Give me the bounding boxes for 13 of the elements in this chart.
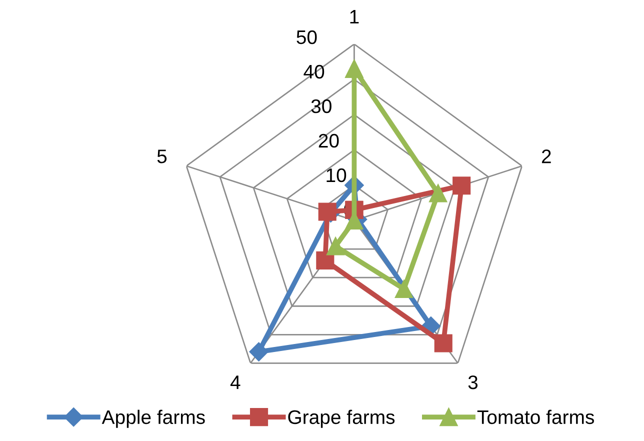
y-tick-label: 30	[311, 99, 332, 114]
y-tick-label: 50	[296, 30, 317, 44]
legend-label: Tomato farms	[477, 410, 594, 424]
spoke-label: 3	[468, 375, 478, 390]
legend-label: Apple farms	[102, 410, 205, 428]
spoke-label: 5	[157, 150, 167, 164]
y-tick-label: 40	[304, 64, 324, 79]
y-tick-label: 20	[318, 134, 339, 148]
spoke-label: 4	[230, 376, 240, 390]
y-tick-label: 10	[326, 168, 346, 182]
spoke-label: 2	[542, 150, 551, 164]
spoke-label: 1	[350, 10, 359, 24]
legend-label: Grape farms	[288, 410, 395, 428]
